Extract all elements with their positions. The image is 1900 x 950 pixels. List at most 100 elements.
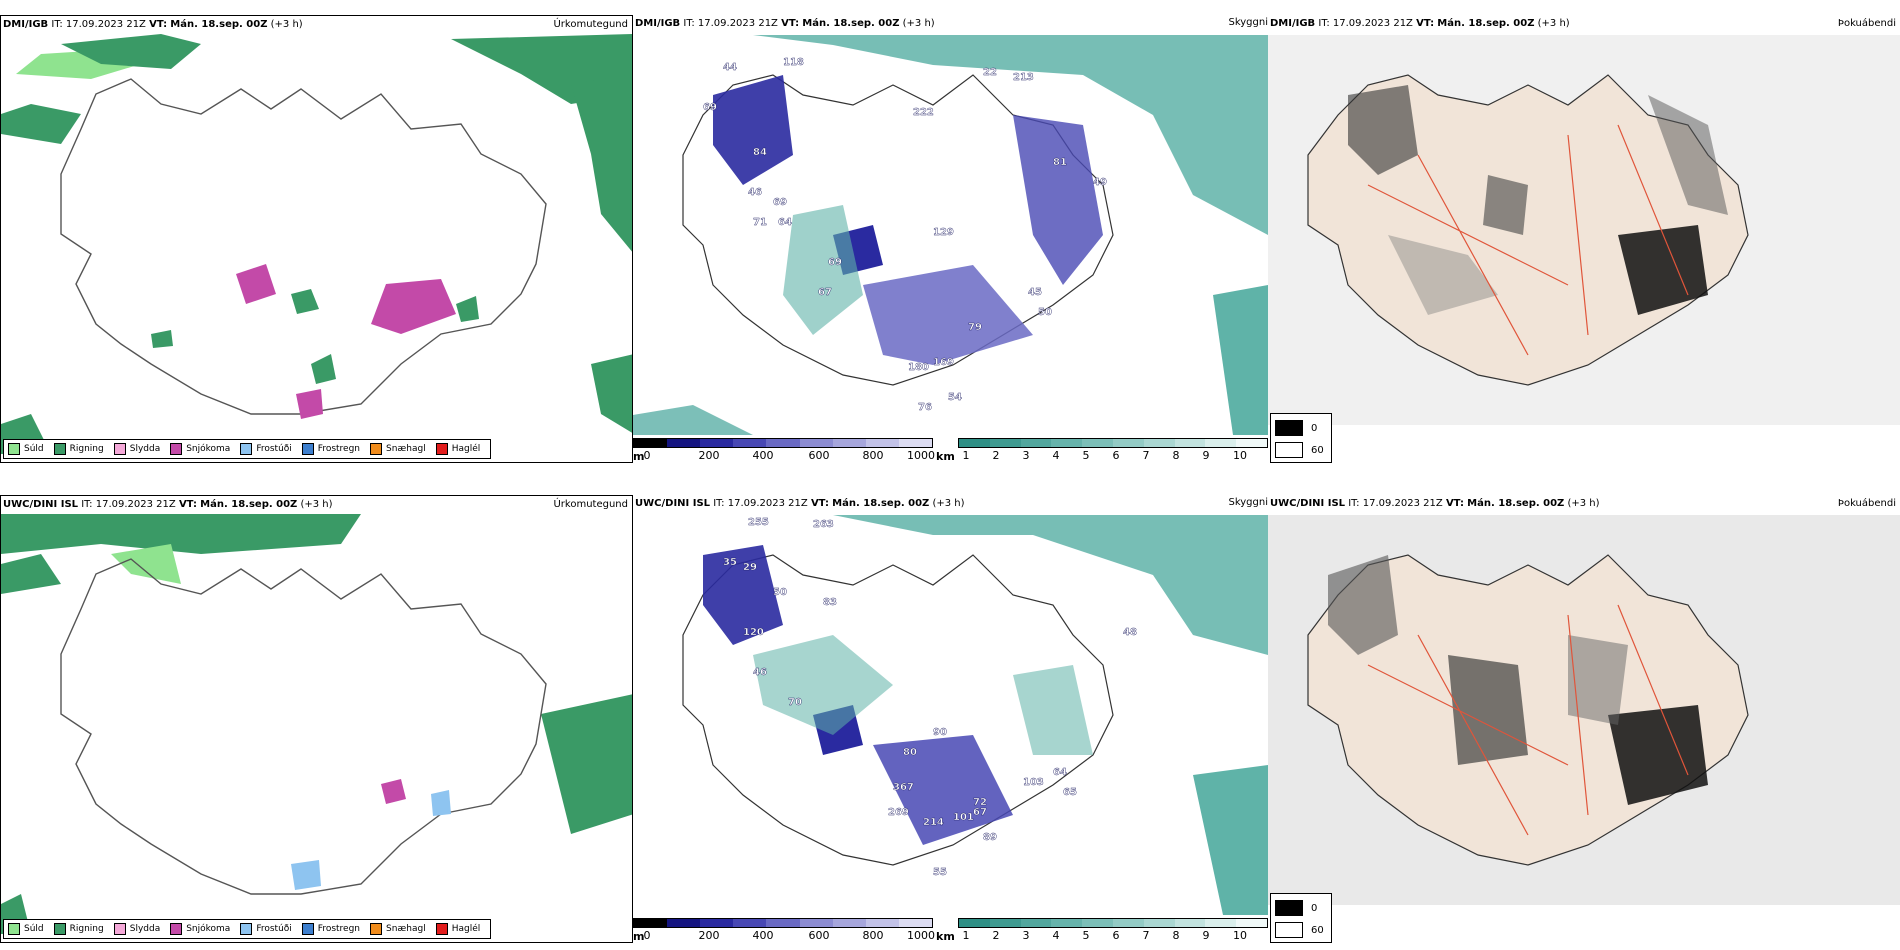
colorbar-swatch xyxy=(1143,919,1175,927)
tick-label: 1 xyxy=(962,449,970,462)
colorbar-swatch xyxy=(634,919,668,927)
precip-map xyxy=(1,514,632,934)
legend-item: Frostúði xyxy=(240,443,292,455)
legend-swatch xyxy=(301,923,314,935)
colorbar-swatch xyxy=(667,919,701,927)
colorbar-swatch xyxy=(799,439,833,447)
fog-legend: 0 60 xyxy=(1270,413,1332,463)
tick-label: 9 xyxy=(1202,449,1210,462)
tick-label: 0 xyxy=(643,929,651,942)
tick-label: 600 xyxy=(808,449,830,462)
ceiling-label: 49 xyxy=(1093,177,1107,188)
ceiling-label: 71 xyxy=(753,217,767,228)
panel-header: DMI/IGB IT: 17.09.2023 21Z VT: Mán. 18.s… xyxy=(3,19,303,30)
ceiling-colorbar: 0 200 400 600 800 1000 m xyxy=(633,438,935,463)
panel-header: DMI/IGB IT: 17.09.2023 21Z VT: Mán. 18.s… xyxy=(635,18,935,29)
colorbar-unit: m xyxy=(633,930,645,943)
tick-label: 0 xyxy=(643,449,651,462)
fog-legend-item: 0 xyxy=(1275,420,1327,436)
colorbar-swatch xyxy=(1020,439,1052,447)
tick-label: 10 xyxy=(1233,449,1247,462)
ceiling-label: 54 xyxy=(948,392,962,403)
fog-legend: 0 60 xyxy=(1270,893,1332,943)
colorbar-swatch xyxy=(865,439,899,447)
ceiling-colorbar: 0 200 400 600 800 1000 m xyxy=(633,918,935,943)
colorbar-swatch xyxy=(1112,439,1144,447)
ceiling-label: 35 xyxy=(723,557,737,568)
ceiling-label: 222 xyxy=(913,107,934,118)
tick-label: 7 xyxy=(1142,449,1150,462)
ceiling-label: 101 xyxy=(953,812,974,823)
ceiling-visibility-panel-top: DMI/IGB IT: 17.09.2023 21Z VT: Mán. 18.s… xyxy=(633,15,1268,463)
legend-item: Frostúði xyxy=(240,923,292,935)
legend-swatch xyxy=(435,923,448,935)
fog-map xyxy=(1268,515,1900,905)
ceiling-map: 255 263 35 29 50 120 46 70 83 90 80 367 269 103 64 65 72… xyxy=(633,515,1268,915)
legend-swatch xyxy=(170,443,183,455)
tick-label: 5 xyxy=(1082,449,1090,462)
colorbar-unit: km xyxy=(936,930,955,943)
panel-title: Þokuábendi xyxy=(1837,18,1896,29)
panel-header: UWC/DINI ISL IT: 17.09.2023 21Z VT: Mán.… xyxy=(635,498,965,509)
panel-header: DMI/IGB IT: 17.09.2023 21Z VT: Mán. 18.s… xyxy=(1270,18,1570,29)
tick-label: 8 xyxy=(1172,929,1180,942)
ceiling-label: 55 xyxy=(933,867,947,878)
legend-swatch xyxy=(113,923,126,935)
legend-swatch xyxy=(8,443,20,455)
colorbar-swatch xyxy=(1020,919,1052,927)
colorbar-swatch xyxy=(898,439,932,447)
ceiling-visibility-panel-bottom: UWC/DINI ISL IT: 17.09.2023 21Z VT: Mán.… xyxy=(633,495,1268,943)
fog-legend-swatch xyxy=(1275,442,1303,458)
visibility-colorbar: 1 2 3 4 5 6 7 8 9 10 km xyxy=(936,918,1268,943)
colorbar-swatch xyxy=(1112,919,1144,927)
ceiling-label: 48 xyxy=(1123,627,1137,638)
precip-type-panel-top: DMI/IGB IT: 17.09.2023 21Z VT: Mán. 18.s… xyxy=(0,15,633,463)
fog-indicator-panel-bottom: UWC/DINI ISL IT: 17.09.2023 21Z VT: Mán.… xyxy=(1268,495,1900,943)
fog-indicator-panel-top: DMI/IGB IT: 17.09.2023 21Z VT: Mán. 18.s… xyxy=(1268,15,1900,463)
fog-legend-item: 60 xyxy=(1275,922,1327,938)
tick-label: 9 xyxy=(1202,929,1210,942)
ceiling-label: 169 xyxy=(933,357,954,368)
ceiling-label: 213 xyxy=(1013,72,1034,83)
ceiling-label: 46 xyxy=(748,187,762,198)
ceiling-label: 81 xyxy=(1053,157,1067,168)
fog-legend-swatch xyxy=(1275,420,1303,436)
ceiling-label: 84 xyxy=(753,147,767,158)
legend-item: Rigning xyxy=(53,923,104,935)
ceiling-label: 50 xyxy=(1038,307,1052,318)
tick-label: 6 xyxy=(1112,929,1120,942)
panel-title: Skyggni xyxy=(1228,17,1268,28)
ceiling-label: 129 xyxy=(933,227,954,238)
legend-swatch xyxy=(53,443,66,455)
legend-swatch xyxy=(240,923,253,935)
tick-label: 2 xyxy=(992,929,1000,942)
colorbar-swatch xyxy=(733,919,767,927)
legend-item: Slydda xyxy=(113,443,160,455)
ceiling-label: 89 xyxy=(983,832,997,843)
fog-legend-swatch xyxy=(1275,922,1303,938)
ceiling-label: 64 xyxy=(1053,767,1067,778)
fog-map xyxy=(1268,35,1900,425)
ceiling-label: 69 xyxy=(828,257,842,268)
tick-label: 1000 xyxy=(907,929,935,942)
colorbar-swatch xyxy=(989,439,1021,447)
legend-item: Frostregn xyxy=(301,923,360,935)
ceiling-label: 64 xyxy=(778,217,792,228)
precip-type-panel-bottom: UWC/DINI ISL IT: 17.09.2023 21Z VT: Mán.… xyxy=(0,495,633,943)
ceiling-label: 50 xyxy=(773,587,787,598)
colorbar-swatch xyxy=(1051,919,1083,927)
colorbar-swatch xyxy=(766,439,800,447)
ceiling-label: 45 xyxy=(1028,287,1042,298)
legend-item: Snæhagl xyxy=(370,443,426,455)
ceiling-label: 44 xyxy=(723,62,737,73)
colorbar-swatch xyxy=(634,439,668,447)
panel-header: UWC/DINI ISL IT: 17.09.2023 21Z VT: Mán.… xyxy=(3,499,333,510)
ceiling-label: 118 xyxy=(783,57,804,68)
legend-item: Haglél xyxy=(435,923,480,935)
tick-label: 1 xyxy=(962,929,970,942)
colorbar-swatch xyxy=(700,919,734,927)
colorbar-swatch xyxy=(1051,439,1083,447)
visibility-colorbar: 1 2 3 4 5 6 7 8 9 10 km xyxy=(936,438,1268,463)
ceiling-label: 67 xyxy=(973,807,987,818)
precip-legend: Súld Rigning Slydda Snjókoma Frostúði Fr… xyxy=(3,919,492,939)
